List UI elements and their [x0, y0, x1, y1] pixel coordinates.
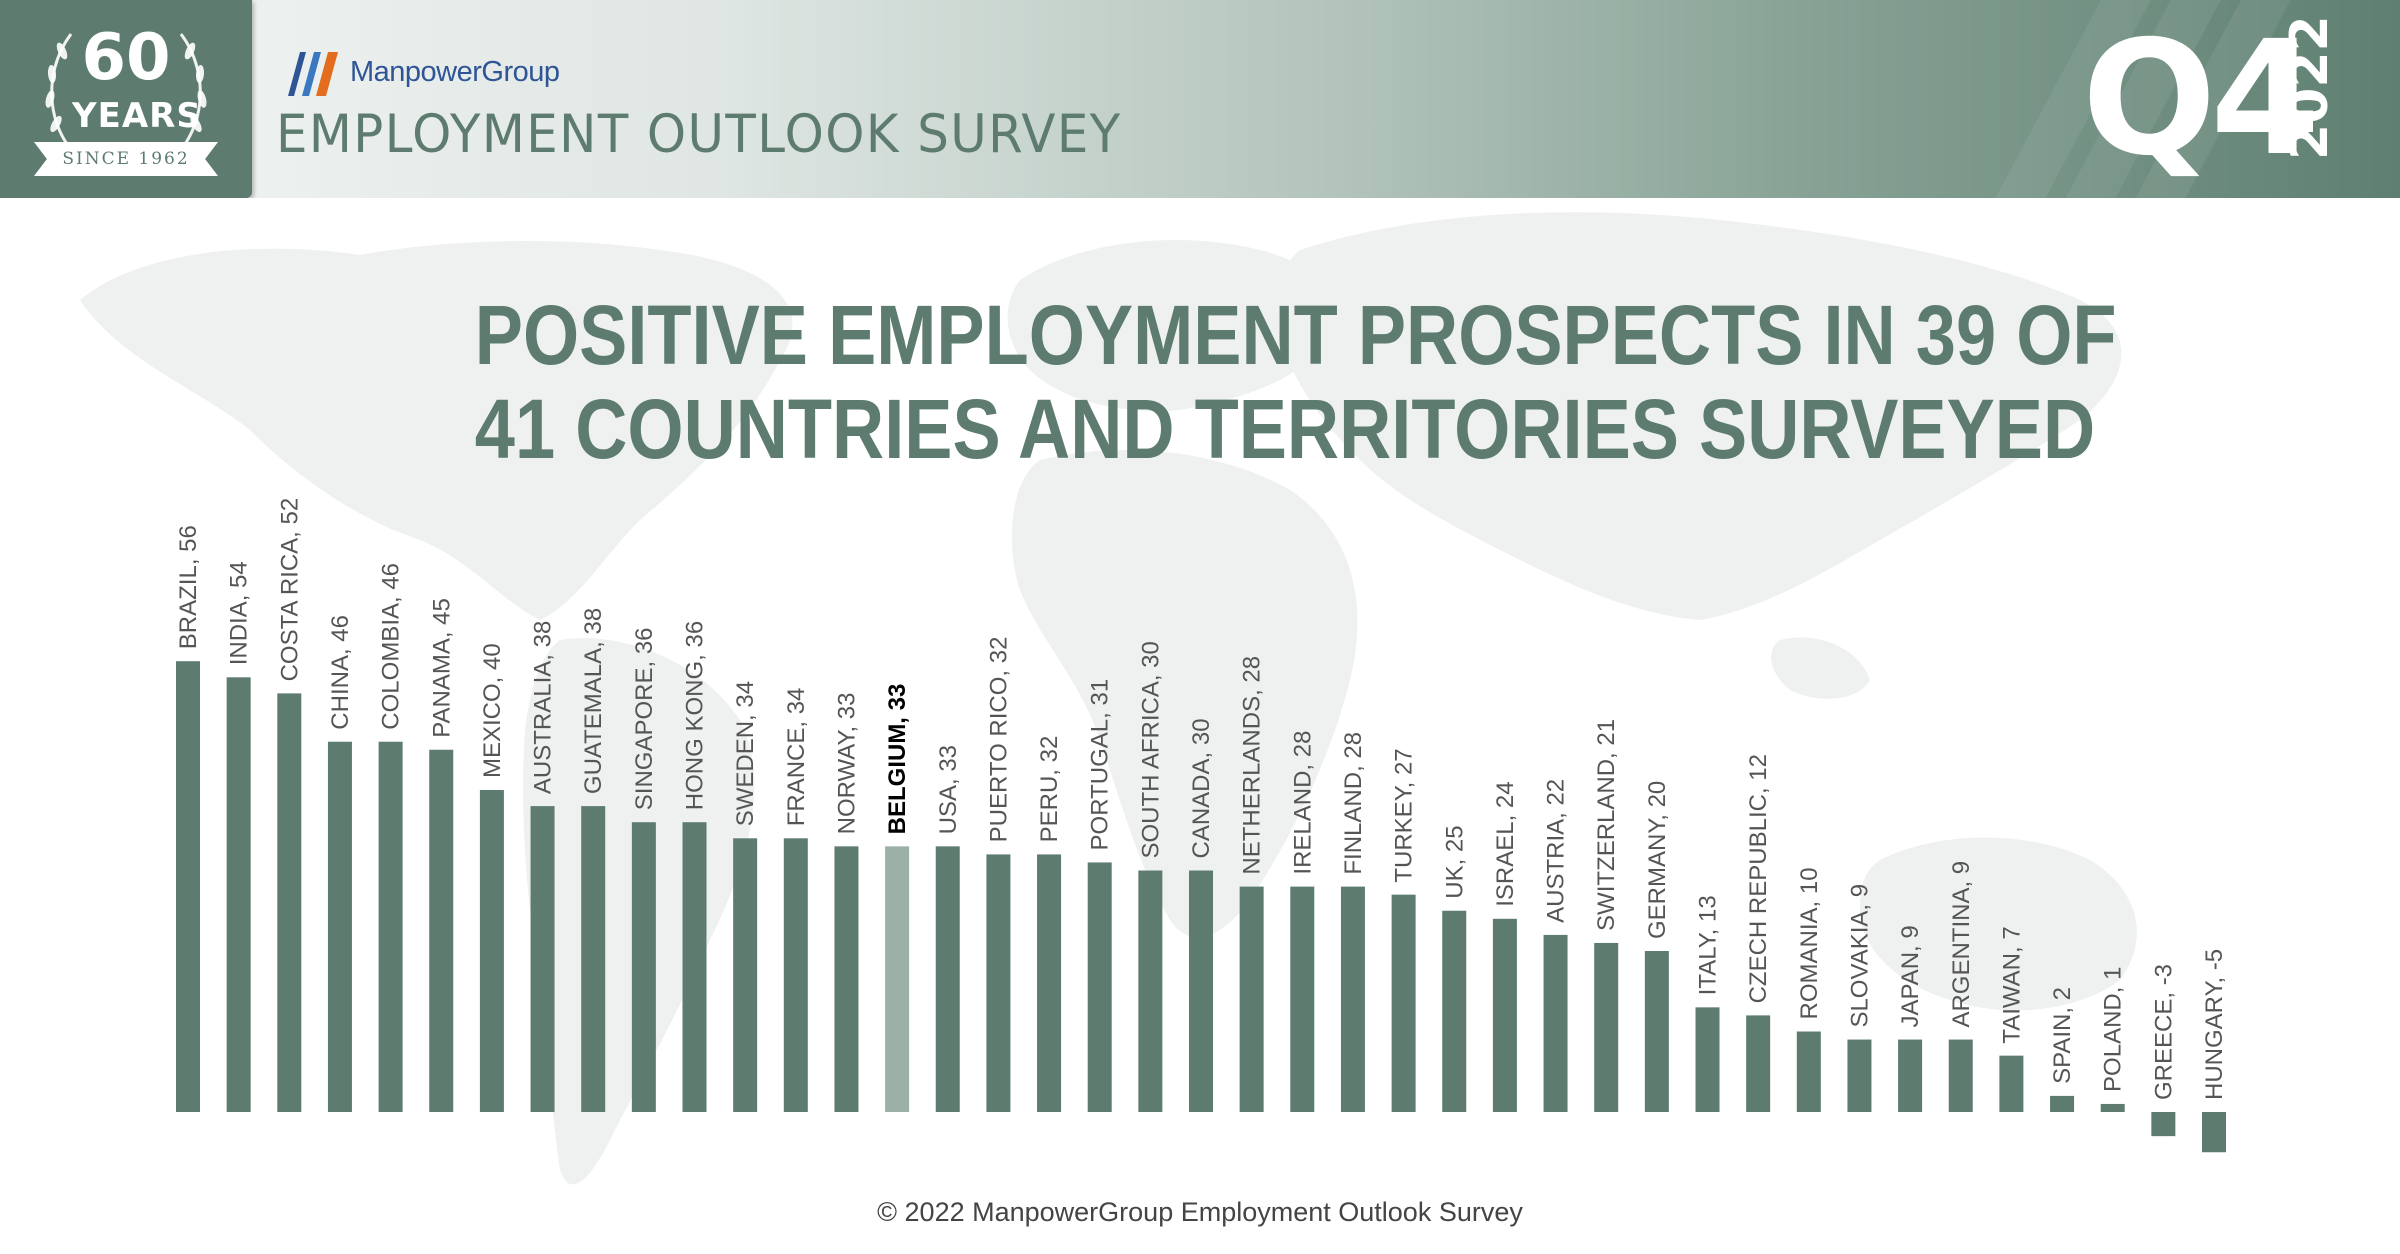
manpower-logo-icon: [288, 52, 338, 96]
bar-label-guatemala: GUATEMALA, 38: [580, 608, 607, 794]
bar-mexico: [479, 790, 504, 1112]
bar-label-taiwan: TAIWAN, 7: [1998, 926, 2025, 1043]
bar-taiwan: [1999, 1055, 2024, 1112]
bar-costa-rica: [277, 693, 302, 1112]
bar-guatemala: [581, 806, 606, 1112]
headline-line-1: POSITIVE EMPLOYMENT PROSPECTS IN 39 OF: [474, 288, 2117, 382]
bar-label-argentina: ARGENTINA, 9: [1948, 861, 1975, 1028]
bar-netherlands: [1239, 886, 1264, 1112]
bar-south-africa: [1138, 870, 1163, 1112]
bar-label-uk: UK, 25: [1441, 825, 1468, 898]
bar-label-singapore: SINGAPORE, 36: [631, 627, 658, 810]
bar-sweden: [733, 838, 758, 1112]
bar-label-canada: CANADA, 30: [1188, 718, 1215, 858]
bar-label-puerto-rico: PUERTO RICO, 32: [985, 637, 1012, 843]
bar-australia: [530, 806, 555, 1112]
bar-label-brazil: BRAZIL, 56: [175, 525, 202, 649]
footer-copyright: © 2022 ManpowerGroup Employment Outlook …: [877, 1197, 1523, 1227]
bar-greece: [2151, 1112, 2176, 1137]
bar-france: [783, 838, 808, 1112]
bar-austria: [1543, 934, 1568, 1112]
bar-slovakia: [1847, 1039, 1872, 1112]
bar-finland: [1340, 886, 1365, 1112]
bar-label-australia: AUSTRALIA, 38: [530, 621, 557, 794]
bar-israel: [1492, 918, 1517, 1112]
bar-label-ireland: IRELAND, 28: [1289, 731, 1316, 875]
bar-italy: [1695, 1007, 1720, 1112]
bar-label-turkey: TURKEY, 27: [1391, 748, 1418, 882]
bar-ireland: [1290, 886, 1315, 1112]
bar-norway: [834, 846, 859, 1112]
bar-spain: [2050, 1095, 2075, 1112]
bar-india: [226, 677, 251, 1112]
bar-label-greece: GREECE, -3: [2150, 964, 2177, 1100]
brand-name: ManpowerGroup: [350, 56, 560, 88]
bar-label-hong-kong: HONG KONG, 36: [682, 621, 709, 810]
bar-label-belgium: BELGIUM, 33: [884, 684, 911, 835]
chart-headline: POSITIVE EMPLOYMENT PROSPECTS IN 39 OF 4…: [474, 288, 2117, 476]
bar-colombia: [378, 741, 403, 1112]
bar-china: [327, 741, 352, 1112]
bar-label-portugal: PORTUGAL, 31: [1087, 679, 1114, 851]
bar-label-peru: PERU, 32: [1036, 736, 1063, 843]
bar-label-panama: PANAMA, 45: [428, 598, 455, 738]
bar-panama: [429, 749, 454, 1112]
bar-label-switzerland: SWITZERLAND, 21: [1593, 719, 1620, 931]
bar-turkey: [1391, 894, 1416, 1112]
survey-title: EMPLOYMENT OUTLOOK SURVEY: [276, 104, 1122, 165]
bar-canada: [1189, 870, 1213, 1112]
bar-label-france: FRANCE, 34: [783, 688, 810, 827]
bar-hong-kong: [682, 822, 707, 1112]
bar-hungary: [2202, 1112, 2226, 1153]
bar-singapore: [631, 822, 656, 1112]
bar-label-costa-rica: COSTA RICA, 52: [276, 498, 303, 682]
bar-uk: [1442, 910, 1467, 1112]
anniversary-badge: 60 YEARS SINCE 1962: [0, 0, 252, 198]
bar-label-sweden: SWEDEN, 34: [732, 681, 759, 826]
bar-japan: [1898, 1039, 1923, 1112]
bar-label-israel: ISRAEL, 24: [1492, 781, 1519, 906]
headline-line-2: 41 COUNTRIES AND TERRITORIES SURVEYED: [474, 382, 2096, 476]
bar-switzerland: [1594, 942, 1619, 1112]
badge-years: YEARS: [72, 96, 202, 136]
bar-romania: [1796, 1031, 1821, 1112]
bar-poland: [2100, 1103, 2125, 1112]
bar-label-finland: FINLAND, 28: [1340, 732, 1367, 875]
bar-label-india: INDIA, 54: [226, 561, 253, 665]
bar-peru: [1037, 854, 1062, 1112]
bar-label-italy: ITALY, 13: [1695, 895, 1722, 995]
bar-label-japan: JAPAN, 9: [1897, 925, 1924, 1027]
bar-label-colombia: COLOMBIA, 46: [378, 563, 405, 730]
bar-brazil: [176, 661, 200, 1112]
bar-label-south-africa: SOUTH AFRICA, 30: [1137, 641, 1164, 858]
bar-label-norway: NORWAY, 33: [833, 693, 860, 835]
bar-czech-republic: [1746, 1015, 1771, 1112]
header-banner: 60 YEARS SINCE 1962 ManpowerGroup EMPLOY…: [0, 0, 2400, 198]
bar-label-usa: USA, 33: [935, 745, 962, 834]
bar-puerto-rico: [986, 854, 1011, 1112]
bar-belgium: [885, 846, 910, 1112]
bar-germany: [1644, 951, 1669, 1112]
bar-label-austria: AUSTRIA, 22: [1543, 779, 1570, 923]
bar-label-china: CHINA, 46: [327, 615, 354, 730]
bar-argentina: [1948, 1039, 1973, 1112]
badge-since-ribbon: SINCE 1962: [34, 142, 218, 176]
bar-label-slovakia: SLOVAKIA, 9: [1846, 884, 1873, 1028]
bar-label-netherlands: NETHERLANDS, 28: [1239, 656, 1266, 875]
quarter-label: Q4: [2082, 7, 2320, 191]
bar-label-romania: ROMANIA, 10: [1796, 867, 1823, 1019]
bar-label-germany: GERMANY, 20: [1644, 781, 1671, 939]
bar-label-poland: POLAND, 1: [2100, 967, 2127, 1092]
badge-number: 60: [81, 21, 171, 95]
bar-portugal: [1087, 862, 1112, 1112]
bar-label-czech-republic: CZECH REPUBLIC, 12: [1745, 754, 1772, 1003]
bar-usa: [935, 846, 960, 1112]
bar-label-mexico: MEXICO, 40: [479, 643, 506, 778]
bar-label-spain: SPAIN, 2: [2049, 987, 2076, 1084]
bar-label-hungary: HUNGARY, -5: [2201, 949, 2228, 1100]
